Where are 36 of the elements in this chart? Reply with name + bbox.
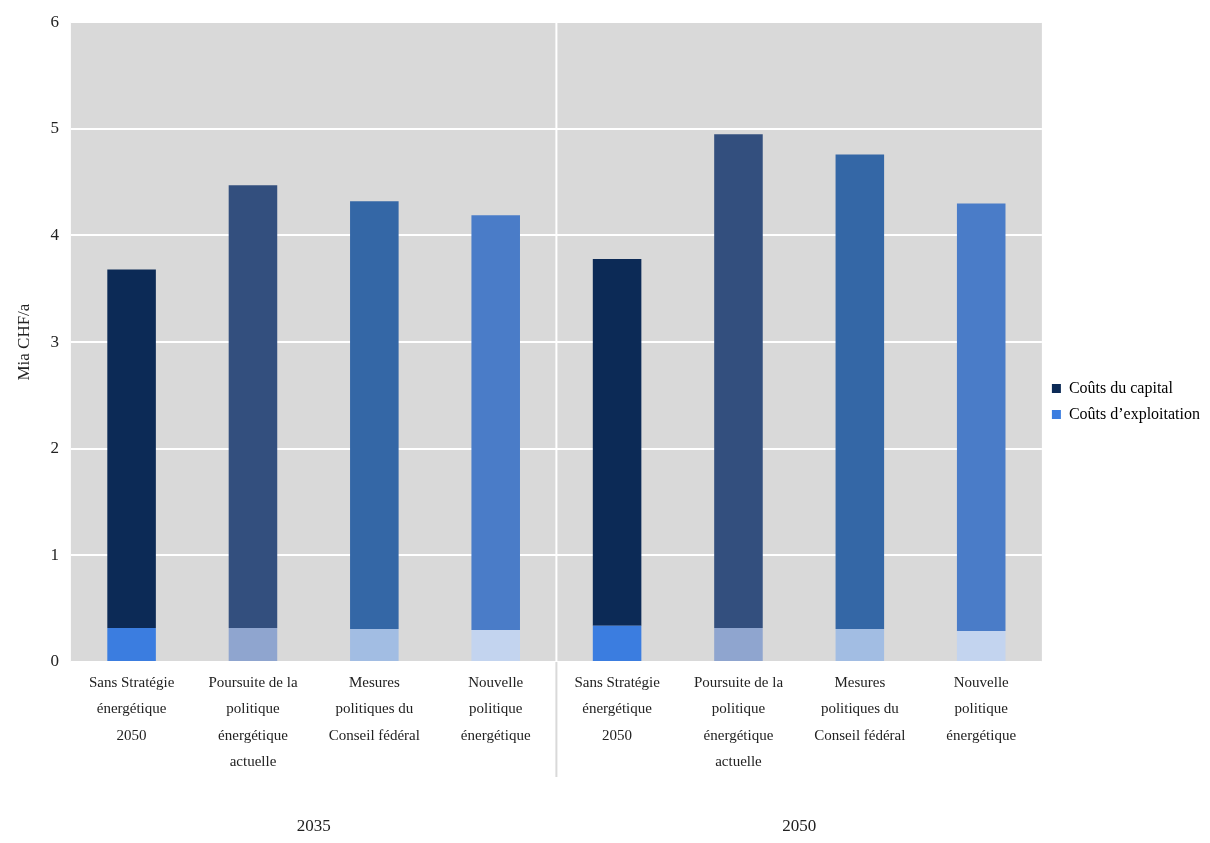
bar [107,627,156,661]
text: 2035 [296,816,331,836]
y-tick-label: 4 [50,224,60,244]
bar [714,134,763,628]
bar [350,628,399,661]
bar [592,625,642,661]
y-tick-label: 5 [50,118,59,138]
x-tick-label: Nouvelle politique énergétique [460,674,531,743]
bar [714,627,763,661]
bar [956,631,1006,661]
x-tick-label: Sans Stratégie énergétique 2050 [88,674,175,743]
y-tick-label: 2 [50,438,59,458]
bar [471,215,520,631]
bar [350,201,399,629]
y-tick-label: 6 [50,11,59,31]
x-tick-label: Mesures politiques du Conseil fédéral [328,674,420,743]
bar [228,627,278,661]
x-tick-label: Sans Stratégie énergétique 2050 [574,674,661,743]
x-tick-label: Mesures politiques du Conseil fédéral [814,674,906,743]
bar [956,203,1006,632]
bar [835,628,885,661]
y-axis-title: Mia CHF/a [13,303,33,381]
bar [107,269,156,628]
y-tick-label: 1 [50,544,59,564]
legend-label: Coûts du capital [1068,378,1174,397]
bar [835,154,885,629]
legend-label: Coûts d’exploitation [1068,404,1201,423]
bar [228,185,278,628]
x-tick-label: Nouvelle politique énergétique [946,674,1017,743]
bar [592,258,642,626]
x-tick-label: Poursuite de la politique énergétique actuelle [208,674,298,769]
text: 2050 [782,816,817,836]
x-tick-label: Poursuite de la politique énergétique actuelle [693,674,784,769]
bar [471,630,520,661]
y-tick-label: 0 [50,651,59,671]
y-tick-label: 3 [50,331,59,351]
